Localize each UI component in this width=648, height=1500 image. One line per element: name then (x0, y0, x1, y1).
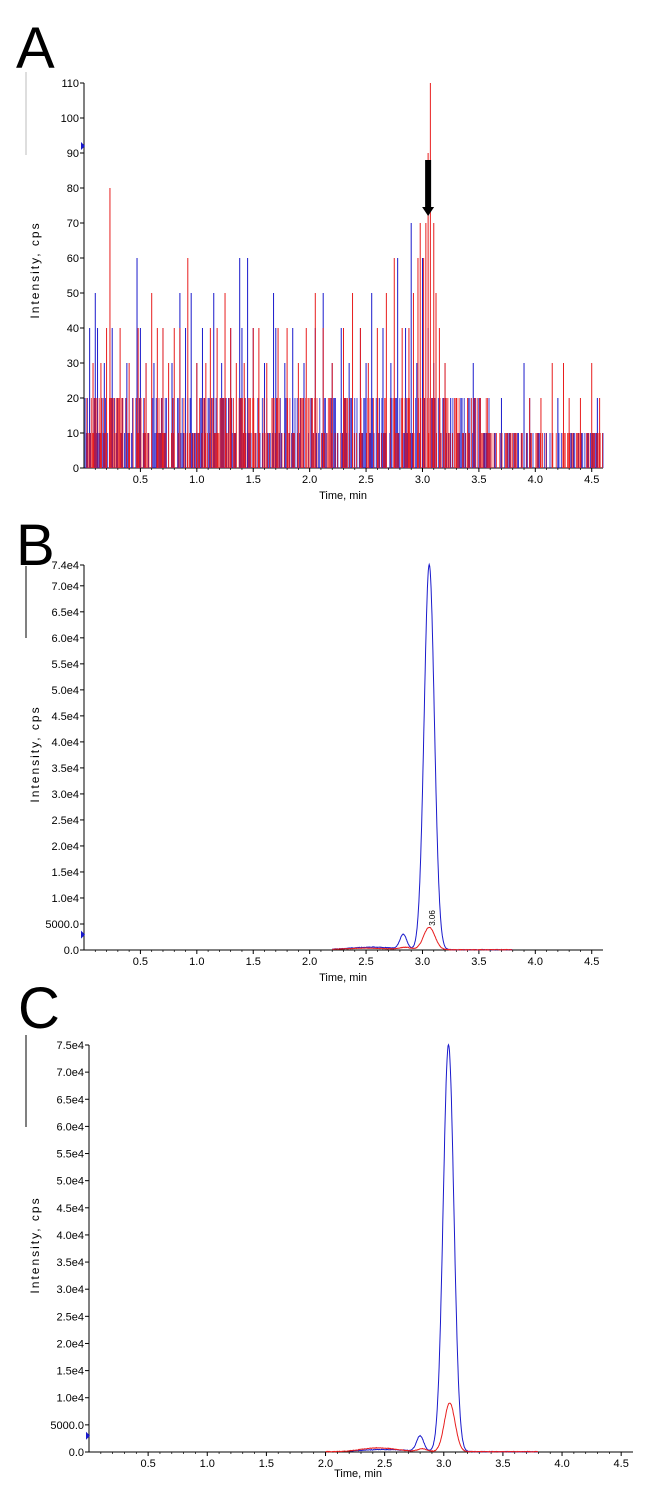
x-tick-label: 1.0 (200, 1458, 215, 1470)
y-tick-label: 0.0 (64, 945, 79, 957)
y-tick-label: 1.0e4 (56, 1393, 84, 1405)
x-tick-label: 0.5 (133, 956, 148, 968)
panel-a-arrow-icon (422, 207, 435, 216)
panel-b-letter: B (16, 513, 55, 578)
panel-a: A Intensity, cps Time, min 0.5 1.0 1.5 2.0 2… (16, 16, 604, 502)
y-tick-label: 5000.0 (50, 1420, 84, 1432)
y-tick-label: 6.5e4 (51, 607, 79, 619)
y-tick-label: 2.5e4 (51, 815, 79, 827)
y-tick-label: 30 (67, 358, 79, 370)
y-tick-label: 2.0e4 (51, 841, 79, 853)
x-tick-label: 1.0 (189, 956, 204, 968)
x-tick-label: 2.0 (318, 1458, 333, 1470)
y-tick-label: 70 (67, 218, 79, 230)
x-tick-label: 3.5 (471, 956, 486, 968)
x-tick-label: 2.0 (302, 474, 317, 486)
x-tick-label: 0.5 (133, 474, 148, 486)
y-tick-label: 1.5e4 (51, 867, 79, 879)
y-tick-label: 90 (67, 148, 79, 160)
panel-c-y-axis-title: Intensity, cps (28, 1196, 42, 1293)
x-tick-label: 1.5 (246, 956, 261, 968)
panel-b-peak-annotation: 3.06 (428, 910, 437, 926)
y-tick-label: 4.0e4 (51, 737, 79, 749)
x-tick-label: 0.5 (140, 1458, 155, 1470)
panel-b-x-axis-title: Time, min (319, 972, 367, 984)
y-tick-label: 3.0e4 (56, 1284, 84, 1296)
y-tick-label: 5000.0 (45, 919, 79, 931)
y-tick-label: 20 (67, 393, 79, 405)
x-tick-label: 4.5 (614, 1458, 629, 1470)
panel-a-arrow-shaft (425, 160, 432, 208)
y-tick-label: 100 (61, 113, 79, 125)
y-tick-label: 0.0 (69, 1447, 84, 1459)
panel-c-blue-trace (348, 1043, 538, 1453)
y-tick-label: 3.5e4 (56, 1257, 84, 1269)
y-tick-label: 2.5e4 (56, 1311, 84, 1323)
panel-c-red-trace (325, 1402, 539, 1453)
y-tick-label: 4.5e4 (51, 711, 79, 723)
x-tick-label: 4.0 (528, 474, 543, 486)
y-tick-label: 5.0e4 (51, 685, 79, 697)
panel-a-x-axis-title: Time, min (319, 490, 367, 502)
y-tick-label: 2.0e4 (56, 1338, 84, 1350)
y-tick-label: 60 (67, 253, 79, 265)
y-tick-label: 5.0e4 (56, 1176, 84, 1188)
x-tick-label: 4.5 (584, 474, 599, 486)
x-tick-label: 3.5 (471, 474, 486, 486)
x-tick-label: 1.5 (246, 474, 261, 486)
y-tick-label: 4.0e4 (56, 1230, 84, 1242)
y-tick-label: 110 (61, 78, 79, 90)
y-tick-label: 7.5e4 (56, 1040, 84, 1052)
y-tick-label: 3.5e4 (51, 763, 79, 775)
x-tick-label: 3.0 (415, 474, 430, 486)
y-tick-label: 4.5e4 (56, 1203, 84, 1215)
panel-b-cursor-icon (81, 930, 85, 939)
y-tick-label: 50 (67, 288, 79, 300)
y-tick-label: 6.0e4 (56, 1121, 84, 1133)
y-tick-label: 0 (73, 463, 79, 475)
y-tick-label: 80 (67, 183, 79, 195)
y-tick-label: 6.5e4 (56, 1094, 84, 1106)
x-tick-label: 2.5 (377, 1458, 392, 1470)
y-tick-label: 3.0e4 (51, 789, 79, 801)
panel-b-y-axis-title: Intensity, cps (28, 705, 42, 802)
panel-a-blue-trace-baseline (84, 398, 604, 468)
y-tick-label: 10 (67, 428, 79, 440)
x-tick-label: 4.0 (554, 1458, 569, 1470)
y-tick-label: 1.5e4 (56, 1366, 84, 1378)
x-tick-label: 4.5 (584, 956, 599, 968)
x-tick-label: 1.0 (189, 474, 204, 486)
y-tick-label: 6.0e4 (51, 633, 79, 645)
x-tick-label: 4.0 (528, 956, 543, 968)
y-tick-label: 7.0e4 (56, 1067, 84, 1079)
x-tick-label: 3.0 (415, 956, 430, 968)
panel-c-plot-area: 0.5 1.0 1.5 2.0 2.5 3.0 3.5 4.0 4.5 0.0 5000.0 1.0e… (50, 1040, 633, 1470)
panel-c-letter: C (18, 976, 60, 1041)
y-tick-label: 5.5e4 (51, 659, 79, 671)
y-tick-label: 7.0e4 (51, 581, 79, 593)
panel-a-letter: A (16, 16, 55, 81)
panel-b-blue-trace (332, 562, 513, 951)
panel-c: C Intensity, cps Time, min 0.5 1.0 1.5 2.0 2… (18, 976, 633, 1480)
panel-a-y-axis-title: Intensity, cps (28, 221, 42, 318)
panel-c-x-axis-title: Time, min (334, 1468, 382, 1480)
x-tick-label: 1.5 (259, 1458, 274, 1470)
y-tick-label: 40 (67, 323, 79, 335)
panel-b-plot-area: 0.5 1.0 1.5 2.0 2.5 3.0 3.5 4.0 4.5 0.0 5000.0 1.0e… (45, 560, 603, 968)
x-tick-label: 2.5 (358, 474, 373, 486)
x-tick-label: 2.0 (302, 956, 317, 968)
y-tick-label: 5.5e4 (56, 1149, 84, 1161)
y-tick-label: 7.4e4 (51, 560, 79, 572)
y-tick-label: 1.0e4 (51, 893, 79, 905)
panel-a-cursor-icon (81, 142, 85, 150)
x-tick-label: 2.5 (358, 956, 373, 968)
panel-c-cursor-icon (86, 1431, 90, 1440)
panel-b-red-trace (332, 926, 513, 951)
panel-a-plot-area: 0.5 1.0 1.5 2.0 2.5 3.0 3.5 4.0 4.5 0 10 20 30 40 50 60… (61, 78, 604, 486)
x-tick-label: 3.5 (495, 1458, 510, 1470)
panel-a-red-trace-baseline (86, 398, 603, 468)
x-tick-label: 3.0 (436, 1458, 451, 1470)
panel-b: B Intensity, cps Time, min 3.06 0.5 1.0 1.… (16, 513, 603, 984)
